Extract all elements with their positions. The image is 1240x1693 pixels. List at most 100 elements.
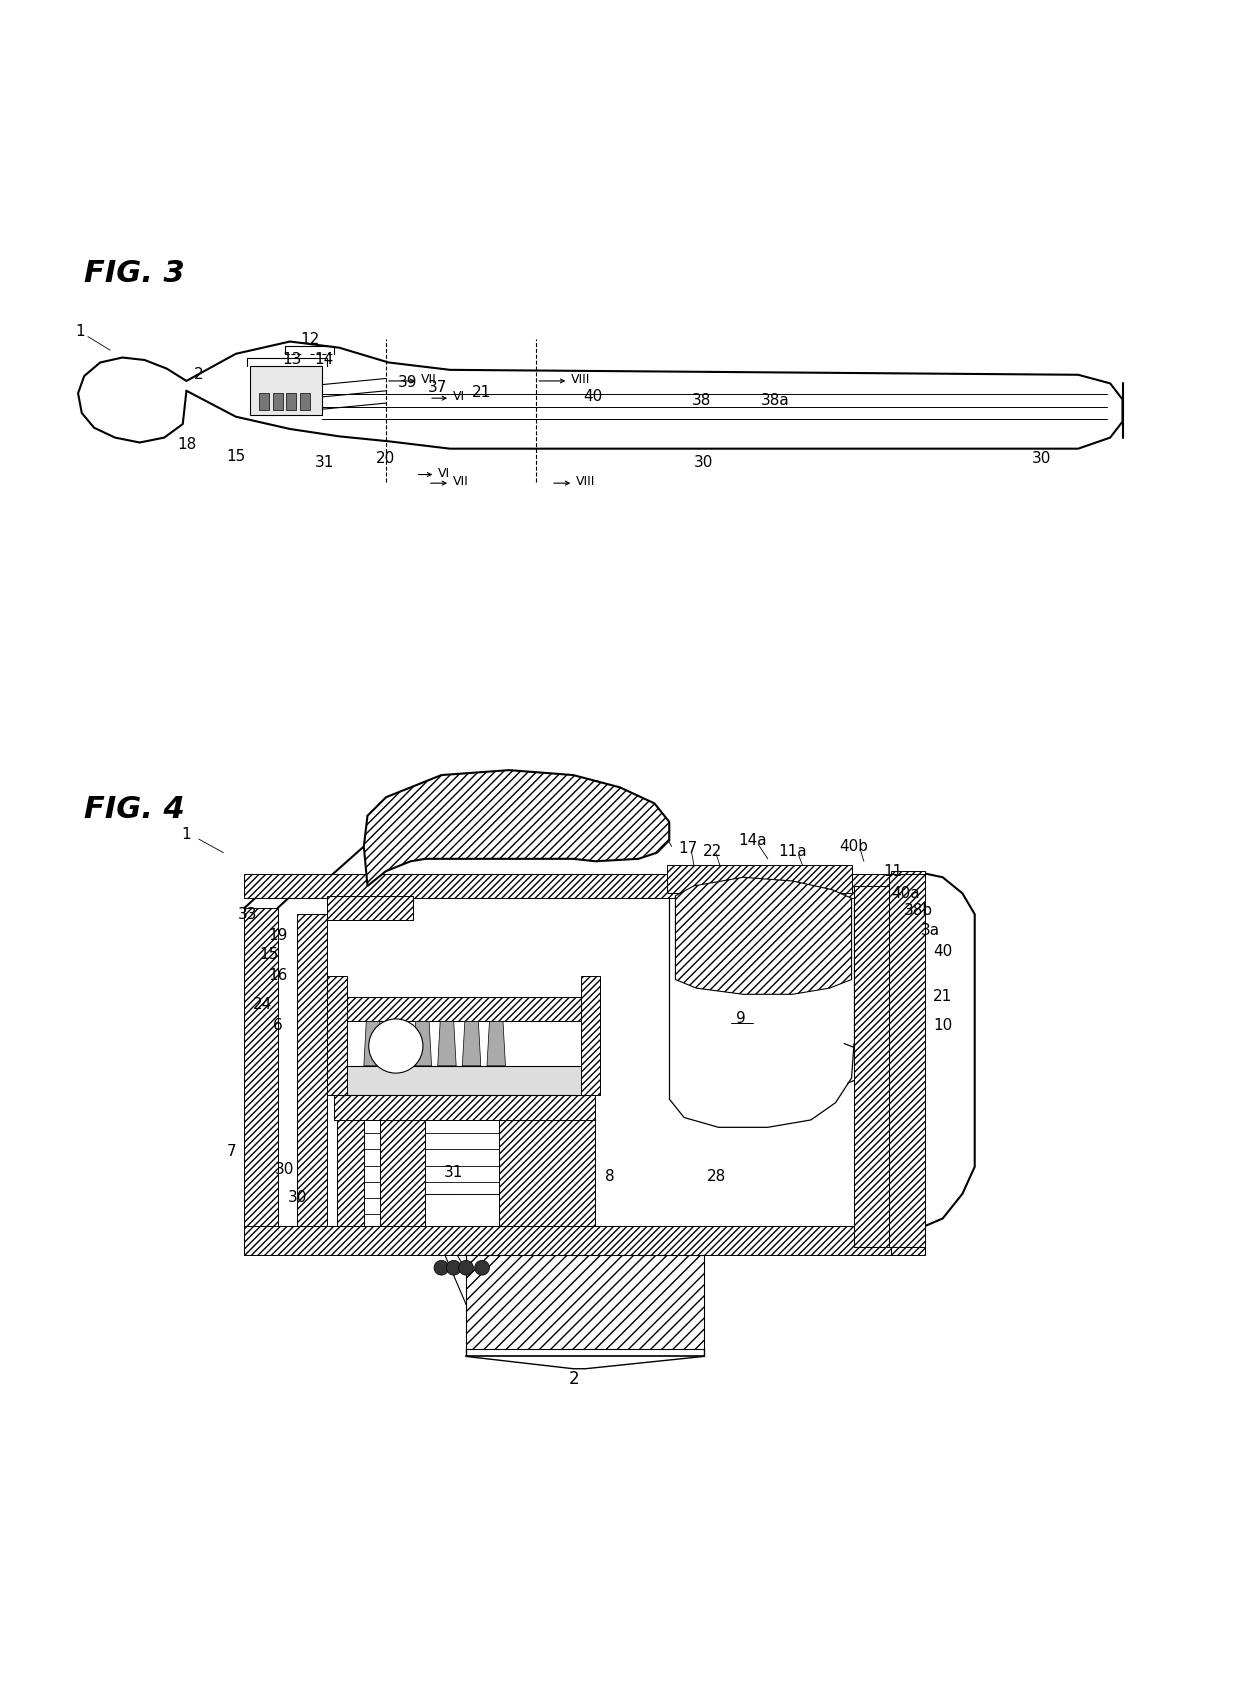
Text: 38: 38	[692, 393, 711, 408]
Text: 7: 7	[227, 1144, 237, 1160]
Polygon shape	[250, 366, 322, 415]
Text: 40: 40	[932, 943, 952, 958]
Polygon shape	[327, 896, 413, 921]
Text: 30: 30	[694, 455, 713, 469]
Text: 13: 13	[552, 799, 570, 814]
Polygon shape	[466, 1256, 704, 1349]
Text: VI: VI	[453, 391, 465, 403]
Polygon shape	[379, 1121, 425, 1226]
Polygon shape	[580, 975, 600, 1095]
Polygon shape	[259, 393, 269, 410]
Polygon shape	[244, 1226, 915, 1256]
Polygon shape	[413, 1021, 432, 1065]
Text: 1: 1	[181, 826, 191, 841]
Text: FIG. 3: FIG. 3	[84, 259, 185, 288]
Polygon shape	[670, 894, 854, 1099]
Polygon shape	[425, 1194, 500, 1226]
Text: 39: 39	[398, 374, 418, 389]
Text: 2: 2	[193, 367, 203, 383]
Text: 39b: 39b	[551, 821, 579, 836]
Text: 8: 8	[605, 1170, 615, 1183]
Text: 2: 2	[569, 1370, 580, 1388]
Text: 2b: 2b	[567, 811, 587, 826]
Text: VIII: VIII	[570, 372, 590, 386]
Text: 14a: 14a	[739, 833, 768, 848]
Text: 3a: 3a	[921, 923, 940, 938]
Polygon shape	[438, 1021, 456, 1065]
Polygon shape	[388, 1021, 407, 1065]
Text: 9: 9	[735, 1011, 745, 1026]
Text: 12: 12	[300, 332, 319, 347]
Text: 4a: 4a	[588, 824, 608, 840]
Text: 24: 24	[253, 997, 273, 1012]
Text: VIII: VIII	[575, 476, 595, 488]
Text: 10: 10	[932, 1017, 952, 1033]
Text: VII: VII	[453, 476, 469, 488]
Circle shape	[368, 1019, 423, 1073]
Text: 32: 32	[650, 826, 670, 841]
Polygon shape	[335, 997, 595, 1021]
Text: 20: 20	[559, 1173, 578, 1188]
Polygon shape	[340, 1065, 590, 1095]
Polygon shape	[244, 874, 892, 899]
Text: 14: 14	[315, 352, 334, 367]
Polygon shape	[570, 1117, 593, 1226]
Text: VII: VII	[420, 372, 436, 386]
Polygon shape	[487, 1021, 506, 1065]
Circle shape	[446, 1260, 461, 1275]
Text: 37: 37	[428, 379, 448, 394]
Text: VI: VI	[438, 467, 450, 479]
Text: 31: 31	[444, 1165, 464, 1180]
Polygon shape	[335, 1095, 595, 1121]
Text: 1: 1	[76, 323, 86, 339]
Text: 30: 30	[275, 1161, 295, 1177]
Polygon shape	[463, 1021, 481, 1065]
Text: 18: 18	[177, 437, 196, 452]
Text: 15: 15	[226, 449, 246, 464]
Text: 28: 28	[707, 1170, 725, 1183]
Text: 13: 13	[283, 352, 303, 367]
Text: 33: 33	[238, 907, 258, 921]
Text: 19: 19	[268, 928, 288, 943]
Polygon shape	[889, 874, 925, 1246]
Polygon shape	[667, 865, 852, 894]
Text: 22: 22	[703, 843, 722, 858]
Polygon shape	[300, 393, 310, 410]
Text: 31: 31	[315, 455, 334, 469]
Text: 6: 6	[273, 1017, 283, 1033]
Text: 39a: 39a	[253, 388, 283, 403]
Polygon shape	[892, 872, 925, 1256]
Polygon shape	[244, 907, 278, 1256]
Text: 21: 21	[472, 384, 491, 400]
Text: FIG. 4: FIG. 4	[84, 796, 185, 824]
Text: 30: 30	[288, 1190, 308, 1205]
Polygon shape	[286, 393, 296, 410]
Text: 5: 5	[520, 1334, 528, 1349]
Polygon shape	[298, 914, 327, 1226]
Text: 40b: 40b	[839, 840, 868, 853]
Circle shape	[475, 1260, 490, 1275]
Text: 20: 20	[377, 450, 396, 466]
Text: 23: 23	[537, 1170, 556, 1183]
Text: 30: 30	[1032, 450, 1052, 466]
Text: 14: 14	[613, 799, 632, 814]
Text: 18: 18	[391, 824, 410, 840]
Text: 16: 16	[268, 968, 288, 984]
Text: 15: 15	[259, 948, 279, 962]
Polygon shape	[337, 1117, 363, 1226]
Text: 11a: 11a	[779, 843, 807, 858]
Text: 38b: 38b	[904, 902, 932, 918]
Polygon shape	[363, 770, 670, 885]
Polygon shape	[273, 393, 283, 410]
Polygon shape	[363, 1021, 382, 1065]
Text: 4: 4	[490, 1334, 500, 1349]
Text: 3: 3	[551, 1334, 560, 1349]
Text: 17: 17	[678, 841, 697, 857]
Polygon shape	[676, 877, 852, 994]
Text: 11: 11	[884, 863, 903, 879]
Text: 40a: 40a	[892, 885, 920, 901]
Text: 40: 40	[583, 389, 603, 405]
Text: 21: 21	[932, 989, 952, 1004]
Polygon shape	[854, 885, 889, 1246]
Text: 12: 12	[582, 780, 601, 796]
